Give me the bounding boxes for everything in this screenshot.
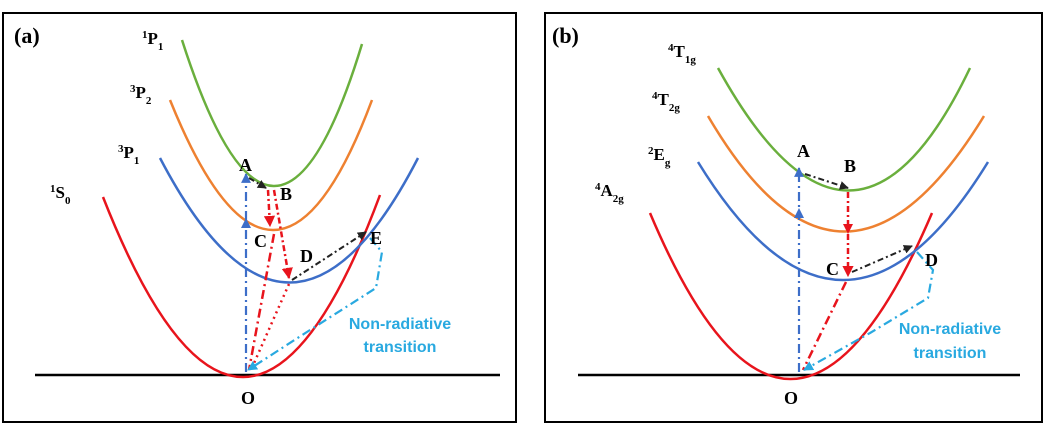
panel-b-frame — [544, 12, 1043, 423]
curve-4t2g — [706, 115, 986, 233]
nonradiative-d-o-b — [803, 251, 935, 371]
point-c-label: C — [254, 231, 267, 251]
point-e-label: E — [370, 228, 382, 248]
curve-3p1 — [158, 157, 420, 284]
state-label-4t2g: 4T2g — [652, 90, 680, 114]
arrow-b-d — [272, 189, 293, 280]
arrow-a-b — [248, 177, 267, 189]
state-label-4t1g: 4T1g — [668, 42, 696, 66]
note-line2-b: transition — [914, 345, 987, 362]
point-o-label-b: O — [784, 388, 798, 408]
curve-3p2 — [168, 99, 374, 231]
nonradiative-e-o — [247, 237, 384, 371]
arrow-b-c — [263, 189, 276, 228]
arrow-absorption-mid-b — [794, 208, 804, 218]
point-d-label: D — [300, 246, 313, 266]
state-label-2eg: 2Eg — [648, 145, 671, 169]
point-b-label-b: B — [844, 156, 856, 176]
panel-a: (a) 1S0 3P1 3P2 1P1 A B C D E O Non-radi… — [2, 12, 517, 423]
panel-a-label: (a) — [14, 23, 40, 48]
arrow-a-b-b — [804, 173, 849, 190]
state-label-4a2g: 4A2g — [595, 181, 624, 205]
state-label-3p1: 3P1 — [118, 143, 139, 167]
point-d-label-b: D — [925, 250, 938, 270]
note-line1-b: Non-radiative — [899, 321, 1001, 338]
note-line2-a: transition — [364, 339, 437, 356]
state-label-1p1: 1P1 — [142, 29, 163, 53]
arrow-b-mid-b — [843, 224, 853, 234]
panel-b-label: (b) — [552, 23, 579, 48]
curve-4a2g — [648, 212, 934, 381]
arrow-c-d-b — [851, 245, 913, 273]
panel-a-frame — [2, 12, 517, 423]
curve-4t1g — [716, 67, 972, 192]
note-line1-a: Non-radiative — [349, 316, 451, 333]
point-b-label: B — [280, 184, 292, 204]
arrow-absorption-mid-a — [241, 218, 251, 228]
point-c-label-b: C — [826, 259, 839, 279]
curve-1s0 — [101, 194, 382, 379]
arrow-d-e — [291, 231, 367, 281]
emission-d-o — [249, 283, 291, 371]
point-a-label-b: A — [797, 141, 810, 161]
emission-c-o — [247, 233, 276, 371]
point-o-label: O — [241, 388, 255, 408]
curve-1p1 — [180, 39, 364, 188]
panel-b: (b) 4A2g 2Eg 4T2g 4T1g A B C D O Non-rad… — [544, 12, 1043, 423]
point-a-label: A — [239, 155, 252, 175]
curve-2eg — [696, 161, 990, 282]
emission-c-o-b — [801, 281, 848, 371]
state-label-1s0: 1S0 — [50, 183, 71, 207]
state-label-3p2: 3P2 — [130, 83, 152, 107]
